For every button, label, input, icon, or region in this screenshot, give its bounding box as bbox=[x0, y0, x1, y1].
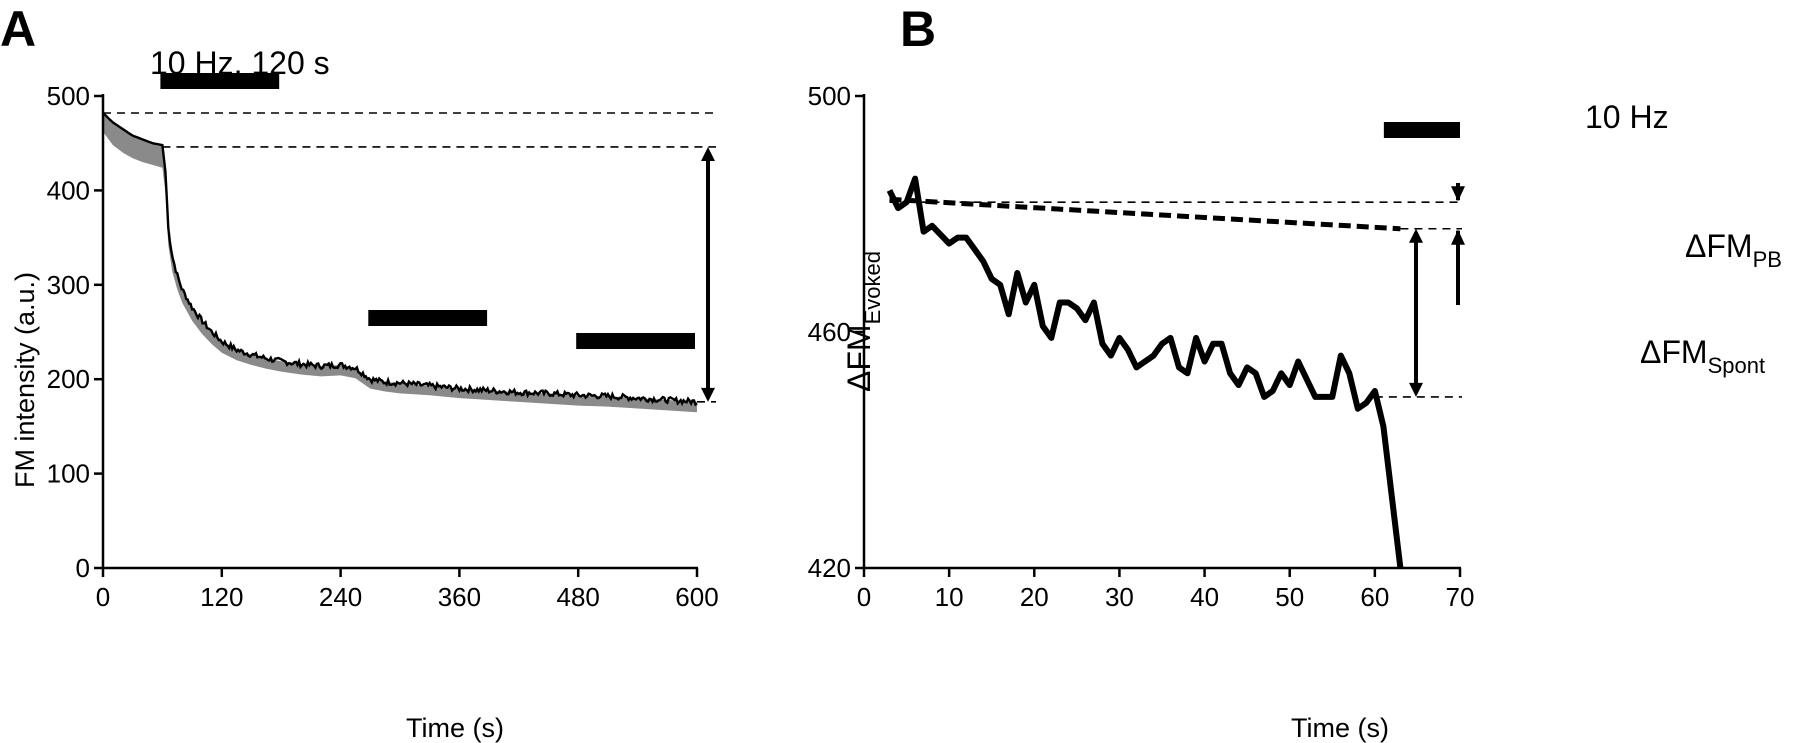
stim-bar-b bbox=[1383, 122, 1460, 138]
y-tick-label: 500 bbox=[808, 81, 851, 111]
panel-b-stim-bar bbox=[1383, 122, 1460, 138]
panel-a-stim-bars bbox=[160, 73, 695, 349]
y-tick-label: 200 bbox=[47, 364, 90, 394]
panel-b-reference-lines bbox=[889, 201, 1462, 398]
y-tick-label: 100 bbox=[47, 459, 90, 489]
x-tick-label: 20 bbox=[1020, 582, 1049, 612]
panel-a-reference-lines bbox=[103, 112, 716, 403]
pb-arrow-top-head bbox=[1451, 186, 1465, 202]
panel-b-pb-label: ΔFMPB bbox=[1685, 228, 1782, 272]
pb-arrow-bottom-head bbox=[1451, 229, 1465, 245]
spont-arrow-head-top bbox=[1409, 228, 1423, 243]
x-tick-label: 30 bbox=[1105, 582, 1134, 612]
y-tick-label: 500 bbox=[47, 81, 90, 111]
delta-spont-main: ΔFM bbox=[1640, 334, 1708, 370]
panel-a-x-ticks: 0 120 240 360 480 600 bbox=[96, 568, 719, 612]
panel-b-stim-label: 10 Hz bbox=[1585, 99, 1669, 135]
delta-pb-sub: PB bbox=[1753, 247, 1782, 272]
panel-a-axes bbox=[101, 94, 698, 570]
panel-b-y-ticks: 420 460 500 bbox=[808, 81, 864, 583]
y-tick-label: 420 bbox=[808, 553, 851, 583]
panel-b-trace bbox=[886, 175, 1404, 569]
panel-b-spont-label: ΔFMSpont bbox=[1640, 334, 1765, 378]
panel-a-label: A bbox=[0, 1, 36, 57]
x-tick-label: 60 bbox=[1360, 582, 1389, 612]
panel-a-variance-band bbox=[103, 113, 697, 413]
panel-b-axes bbox=[862, 94, 1461, 570]
panel-a-x-title: Time (s) bbox=[406, 713, 504, 743]
panel-b-label: B bbox=[900, 1, 936, 57]
stim-bar-1 bbox=[160, 73, 280, 89]
evoked-arrow-head-top bbox=[701, 146, 715, 161]
panel-b-delta-arrows bbox=[1409, 183, 1465, 397]
panel-a: A 10 Hz, 120 s 0 120 240 360 480 600 01002003… bbox=[0, 1, 885, 743]
delta-evoked-main: ΔFM bbox=[841, 324, 877, 392]
x-tick-label: 0 bbox=[96, 582, 110, 612]
panel-a-delta-arrow bbox=[701, 146, 715, 402]
x-tick-label: 10 bbox=[935, 582, 964, 612]
x-tick-label: 240 bbox=[319, 582, 362, 612]
panel-a-y-ticks: 0 100 200 300 400 500 bbox=[47, 81, 103, 583]
spont-arrow-head-bottom bbox=[1409, 382, 1423, 397]
y-tick-label: 400 bbox=[47, 175, 90, 205]
y-tick-label: 0 bbox=[76, 553, 90, 583]
delta-spont-sub: Spont bbox=[1708, 353, 1766, 378]
x-tick-label: 480 bbox=[557, 582, 600, 612]
panel-b-x-title: Time (s) bbox=[1291, 713, 1389, 743]
panel-b: B 10 Hz 0 10 20 30 40 50 60 70 420 460 500 Time (… bbox=[808, 1, 1782, 743]
panel-a-y-title: FM intensity (a.u.) bbox=[10, 272, 40, 488]
y-tick-label: 300 bbox=[47, 270, 90, 300]
x-tick-label: 120 bbox=[200, 582, 243, 612]
stim-bar-3 bbox=[576, 333, 695, 349]
y-tick-label: 460 bbox=[808, 317, 851, 347]
stim-bar-2 bbox=[368, 310, 488, 326]
panel-b-x-ticks: 0 10 20 30 40 50 60 70 bbox=[857, 568, 1475, 612]
x-tick-label: 50 bbox=[1275, 582, 1304, 612]
panel-a-mean-trace bbox=[102, 112, 698, 407]
x-tick-label: 70 bbox=[1446, 582, 1475, 612]
delta-pb-main: ΔFM bbox=[1685, 228, 1753, 264]
x-tick-label: 40 bbox=[1190, 582, 1219, 612]
x-tick-label: 600 bbox=[675, 582, 718, 612]
x-tick-label: 0 bbox=[857, 582, 871, 612]
panel-b-dashed-fit bbox=[889, 196, 1401, 232]
x-tick-label: 360 bbox=[438, 582, 481, 612]
evoked-arrow-head-bottom bbox=[701, 387, 715, 402]
